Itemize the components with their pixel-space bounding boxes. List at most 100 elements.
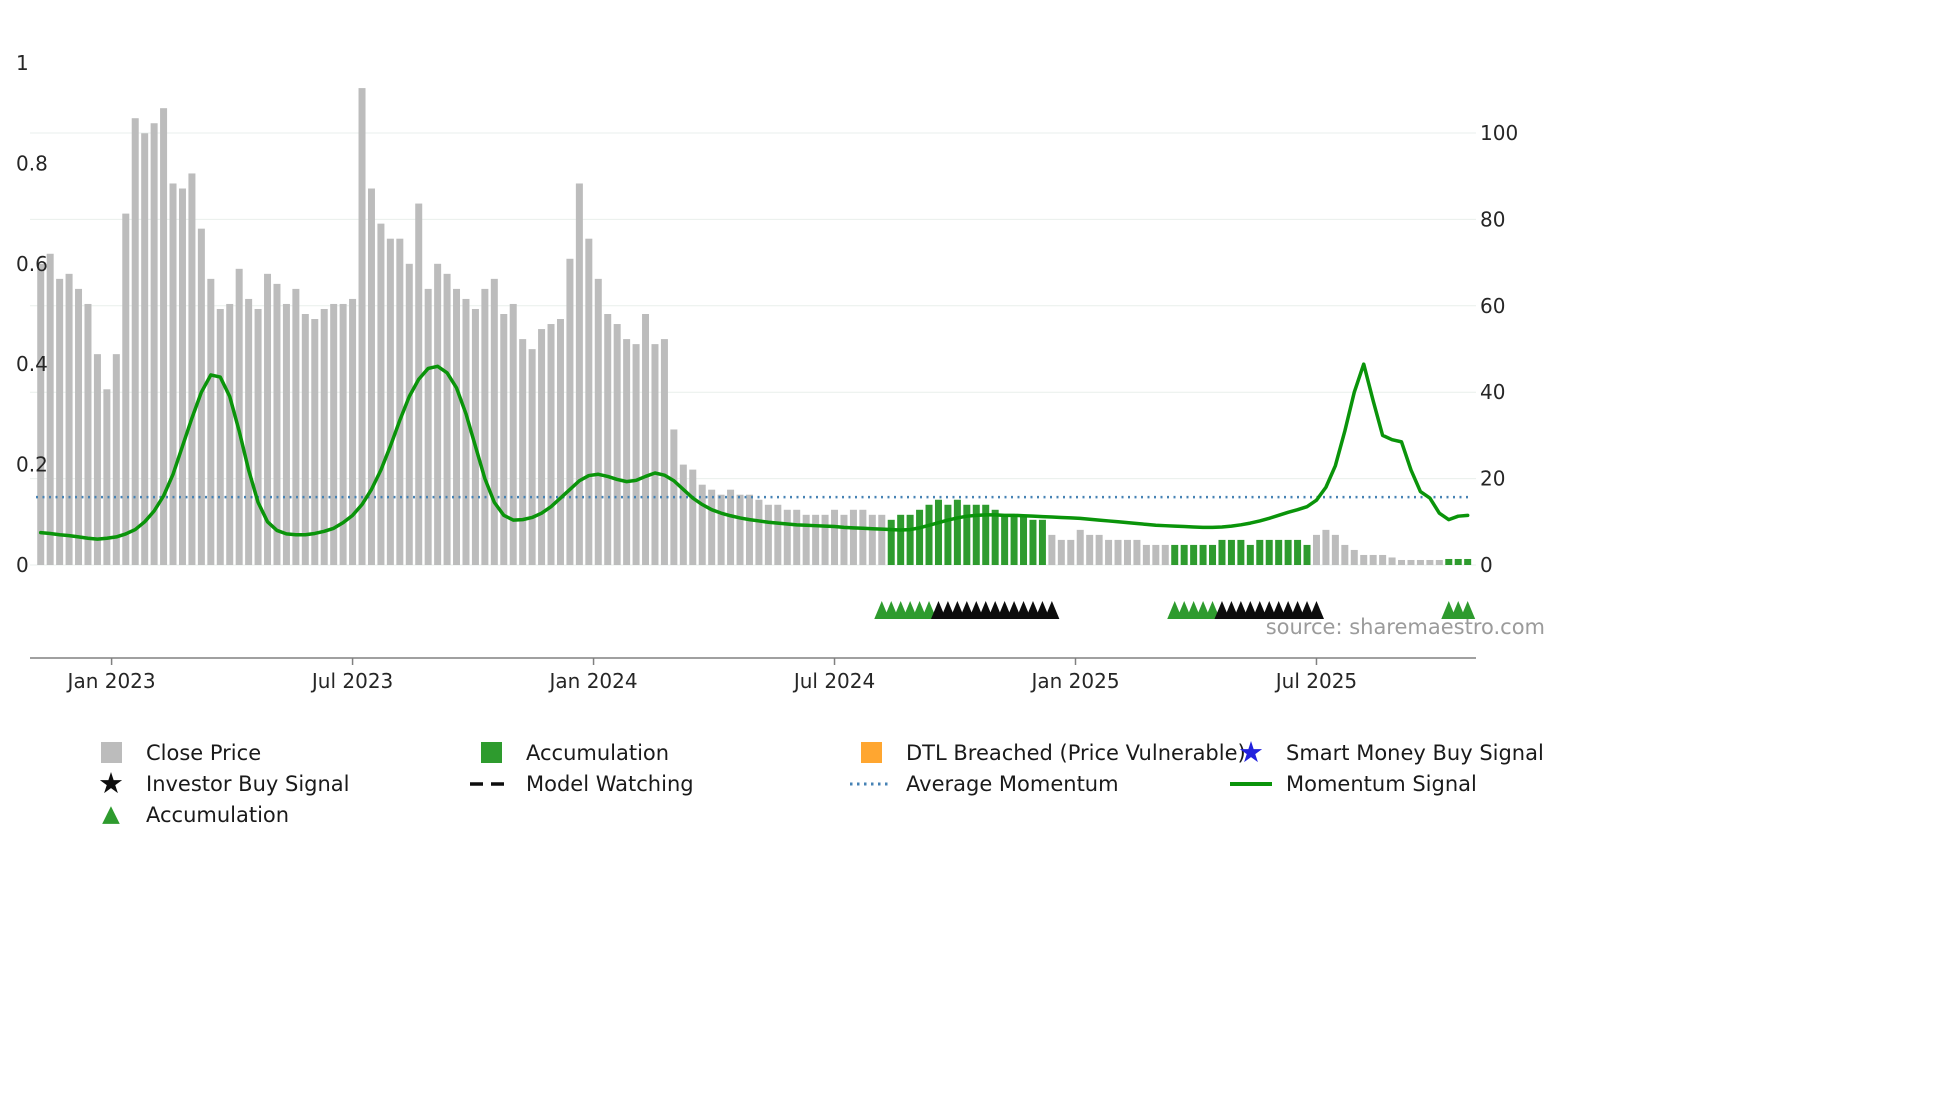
close-price-bar: [528, 349, 536, 565]
close-price-bar: [188, 173, 196, 565]
accumulation-bar: [1001, 514, 1009, 565]
investor-buy-triangle-marker: [959, 601, 975, 619]
close-price-bar: [509, 303, 517, 565]
accumulation-triangle-marker: [883, 601, 899, 619]
investor-buy-triangle-marker: [940, 601, 956, 619]
close-price-bar: [1350, 549, 1358, 565]
accumulation-swatch-icon: [480, 742, 502, 763]
accumulation-bar: [1209, 544, 1217, 565]
close-price-bar: [878, 514, 886, 565]
right-tick-label: 80: [1480, 207, 1505, 231]
close-price-bar: [642, 314, 650, 565]
accumulation-bar: [963, 504, 971, 565]
accumulation-triangle-marker: [1450, 601, 1466, 619]
accumulation-bar: [1010, 514, 1018, 565]
close-price-bar: [490, 278, 498, 565]
x-tick-label: Jan 2025: [1029, 669, 1119, 693]
legend-item-average-momentum: Average Momentum: [848, 768, 1246, 799]
close-price-bar: [226, 303, 234, 565]
x-tick-label: Jul 2024: [792, 669, 875, 693]
close-price-bar: [538, 329, 546, 565]
close-price-bar: [1161, 544, 1169, 565]
accumulation-bar: [925, 504, 933, 565]
legend-column-2: Accumulation Model Watching: [468, 737, 694, 799]
close-price-bar: [1152, 544, 1160, 565]
close-price-bar: [1426, 559, 1434, 565]
close-price-bar: [443, 273, 451, 565]
accumulation-bar: [1180, 544, 1188, 565]
close-price-bar: [415, 203, 423, 565]
legend-label-close-price: Close Price: [146, 740, 262, 765]
close-price-bar: [386, 238, 394, 565]
close-price-bar: [1369, 554, 1377, 565]
close-price-bar: [547, 324, 555, 565]
x-tick-label: Jul 2025: [1274, 669, 1357, 693]
legend-item-dtl-breached: DTL Breached (Price Vulnerable): [848, 737, 1246, 768]
close-price-bar: [462, 298, 470, 565]
close-price-bar: [84, 303, 92, 565]
legend-label-momentum-signal: Momentum Signal: [1286, 771, 1477, 796]
close-price-bar: [556, 319, 564, 565]
accumulation-bar: [1171, 544, 1179, 565]
left-tick-label: 0.8: [16, 151, 48, 175]
accumulation-triangle-marker: [902, 601, 918, 619]
close-price-bar: [793, 509, 801, 565]
close-price-bar: [1076, 529, 1084, 565]
close-price-bar: [434, 263, 442, 565]
accumulation-bar: [1038, 519, 1046, 565]
close-price-bar: [178, 188, 186, 565]
investor-buy-triangle-marker: [1233, 601, 1249, 619]
dashed-line-icon: [470, 781, 512, 786]
investor-buy-triangle-marker: [1290, 601, 1306, 619]
investor-buy-triangle-marker: [1034, 601, 1050, 619]
accumulation-triangle-marker: [1441, 601, 1457, 619]
accumulation-bar: [1199, 544, 1207, 565]
left-tick-label: 0.6: [16, 252, 48, 276]
accumulation-triangle-marker: [1195, 601, 1211, 619]
close-price-bar: [698, 484, 706, 565]
close-price-bar: [349, 298, 357, 565]
accumulation-bar: [1029, 519, 1037, 565]
close-price-bar: [150, 123, 158, 566]
close-price-bar: [75, 288, 83, 565]
investor-buy-triangle-marker: [1252, 601, 1268, 619]
accumulation-bar: [1190, 544, 1198, 565]
close-price-bar: [1341, 544, 1349, 565]
close-price-bar: [1105, 539, 1113, 565]
close-price-bar: [764, 504, 772, 565]
investor-buy-triangle-marker: [978, 601, 994, 619]
legend-label-average-momentum: Average Momentum: [906, 771, 1119, 796]
left-tick-label: 0.4: [16, 352, 48, 376]
close-price-bar: [736, 494, 744, 565]
close-price-bar: [216, 308, 224, 565]
left-tick-label: 0: [16, 553, 29, 577]
accumulation-bar: [1246, 544, 1254, 565]
close-price-bar: [358, 88, 366, 565]
accumulation-bar: [1265, 539, 1273, 565]
close-price-bar: [320, 308, 328, 565]
close-price-bar: [330, 303, 338, 565]
accumulation-bar: [1256, 539, 1264, 565]
close-price-swatch-icon: [100, 742, 122, 763]
close-price-bar: [37, 263, 45, 565]
accumulation-triangle-marker: [1205, 601, 1221, 619]
close-price-bar: [292, 288, 300, 565]
accumulation-triangle-marker: [1460, 601, 1476, 619]
close-price-bar: [1123, 539, 1131, 565]
close-price-bar: [141, 133, 149, 565]
close-price-bar: [585, 238, 593, 565]
left-tick-label: 0.2: [16, 453, 48, 477]
left-tick-label: 1: [16, 51, 29, 75]
investor-buy-triangle-marker: [1223, 601, 1239, 619]
legend-column-1: Close Price ★ Investor Buy Signal ▲ Accu…: [88, 737, 350, 830]
accumulation-bar: [916, 509, 924, 565]
right-tick-label: 20: [1480, 467, 1505, 491]
accumulation-bar: [1218, 539, 1226, 565]
right-tick-label: 60: [1480, 294, 1505, 318]
accumulation-bar: [887, 519, 895, 565]
legend-label-investor-buy-signal: Investor Buy Signal: [146, 771, 350, 796]
close-price-bar: [859, 509, 867, 565]
close-price-bar: [774, 504, 782, 565]
close-price-bar: [1114, 539, 1122, 565]
investor-buy-triangle-marker: [1261, 601, 1277, 619]
